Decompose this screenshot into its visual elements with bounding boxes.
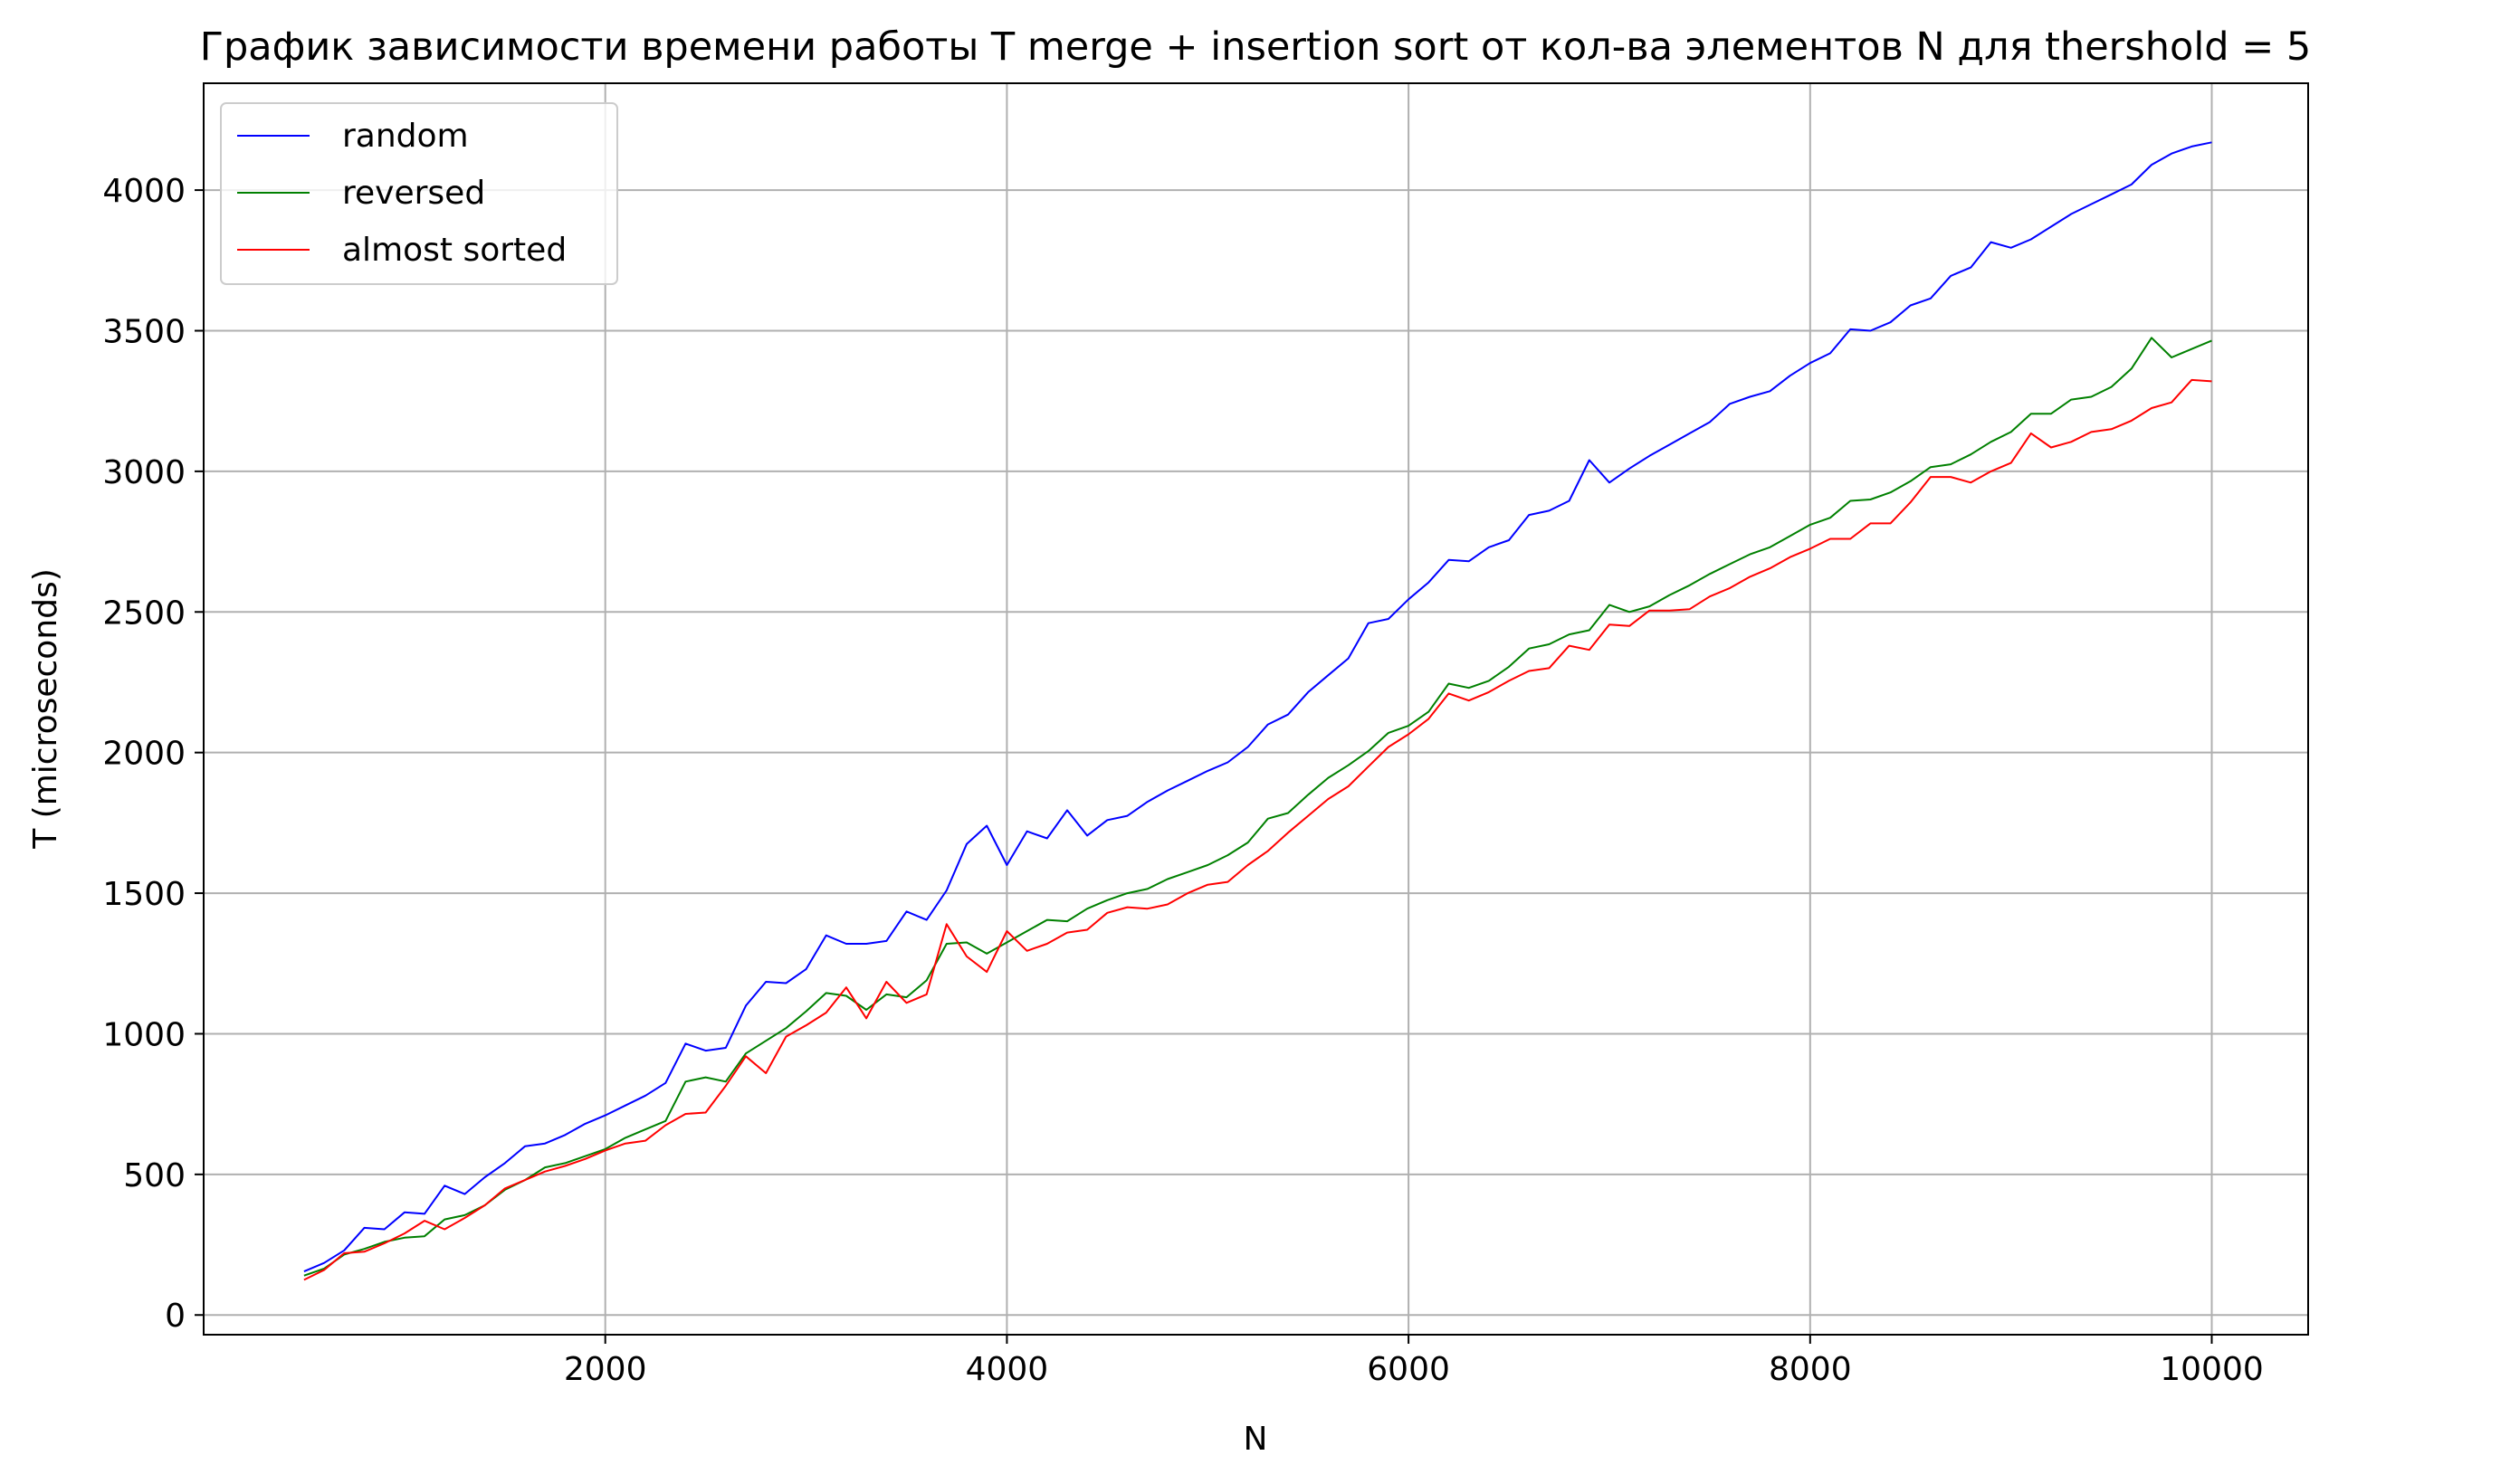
x-tick-label: 6000 — [1367, 1351, 1450, 1388]
y-tick-label: 1500 — [102, 876, 186, 913]
plot-frame — [203, 82, 2309, 1336]
y-axis: 0 500 1000 1500 2000 2500 3000 3500 4000 — [102, 173, 204, 1335]
legend-label-almost-sorted: almost sorted — [342, 232, 567, 269]
series-line-almost-sorted — [303, 378, 2212, 1281]
chart-title: График зависимости времени работы T merg… — [200, 24, 2312, 70]
x-axis: 2000 4000 6000 8000 10000 — [564, 1335, 2264, 1388]
plot-lines — [303, 141, 2212, 1281]
x-axis-label: N — [1244, 1421, 1268, 1458]
x-tick-label: 10000 — [2160, 1351, 2264, 1388]
grid — [204, 83, 2308, 1335]
legend-box — [220, 102, 618, 285]
y-tick-label: 0 — [165, 1298, 186, 1335]
y-tick-label: 3000 — [102, 454, 186, 491]
y-tick-label: 2000 — [102, 736, 186, 773]
series-line-reversed — [303, 337, 2212, 1277]
x-tick-label: 8000 — [1769, 1351, 1852, 1388]
legend-label-reversed: reversed — [342, 175, 485, 212]
y-tick-label: 500 — [123, 1157, 186, 1194]
y-tick-label: 3500 — [102, 313, 186, 350]
legend-label-random: random — [342, 118, 469, 155]
legend: random reversed almost sorted — [220, 102, 618, 285]
y-tick-label: 1000 — [102, 1016, 186, 1053]
x-tick-label: 2000 — [564, 1351, 647, 1388]
series-line-random — [303, 141, 2212, 1273]
y-tick-label: 4000 — [102, 173, 186, 210]
x-tick-label: 4000 — [966, 1351, 1049, 1388]
y-axis-label: T (microseconds) — [27, 568, 64, 850]
y-tick-label: 2500 — [102, 595, 186, 632]
